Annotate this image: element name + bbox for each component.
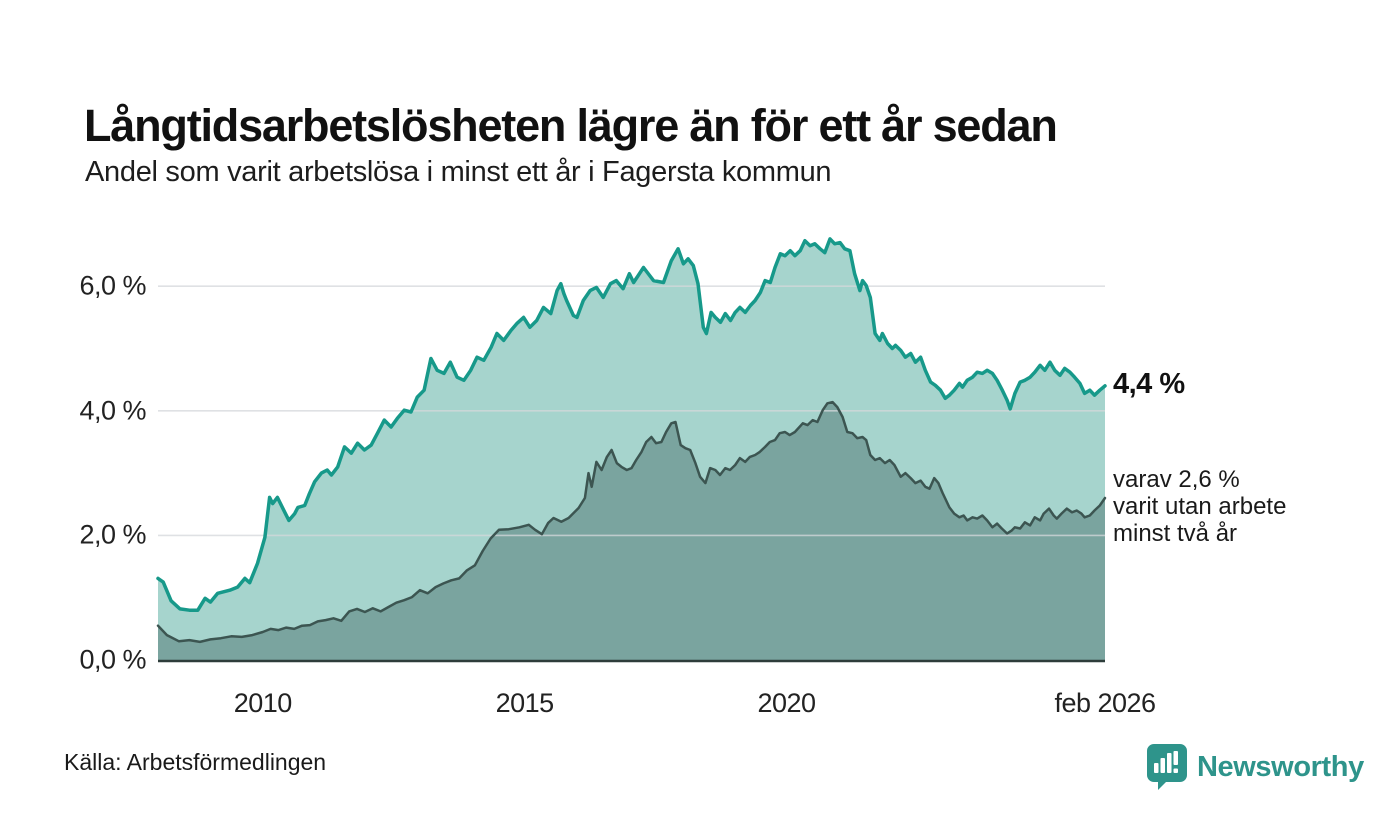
x-tick-label: 2010 [233,688,293,718]
chart-subtitle: Andel som varit arbetslösa i minst ett å… [85,156,832,188]
y-tick-label: 2,0 % [79,519,146,550]
annotation-line: varit utan arbete [1113,493,1287,520]
x-tick-label: 2015 [495,688,555,718]
x-tick-label: 2020 [757,688,816,718]
newsworthy-logo-icon [1147,744,1187,790]
source-caption: Källa: Arbetsförmedlingen [64,749,327,775]
latest-value-label: 4,4 % [1113,368,1185,400]
series-line [156,400,1107,644]
secondary-series-annotation: varav 2,6 % varit utan arbete minst två … [1113,466,1286,547]
y-tick-label: 6,0 % [79,270,146,301]
brand-logo: Newsworthy [1146,742,1364,792]
y-tick-label: 4,0 % [79,395,146,426]
series-area [158,402,1105,660]
annotation-line: minst två år [1113,520,1238,547]
annotation-line: varav 2,6 % [1113,466,1240,493]
y-tick-label: 0,0 % [79,644,146,675]
series-line [156,237,1107,612]
brand-name: Newsworthy [1197,750,1364,783]
x-tick-label: feb 2026 [1054,688,1156,718]
page-title: Långtidsarbetslösheten lägre än för ett … [84,100,1058,152]
